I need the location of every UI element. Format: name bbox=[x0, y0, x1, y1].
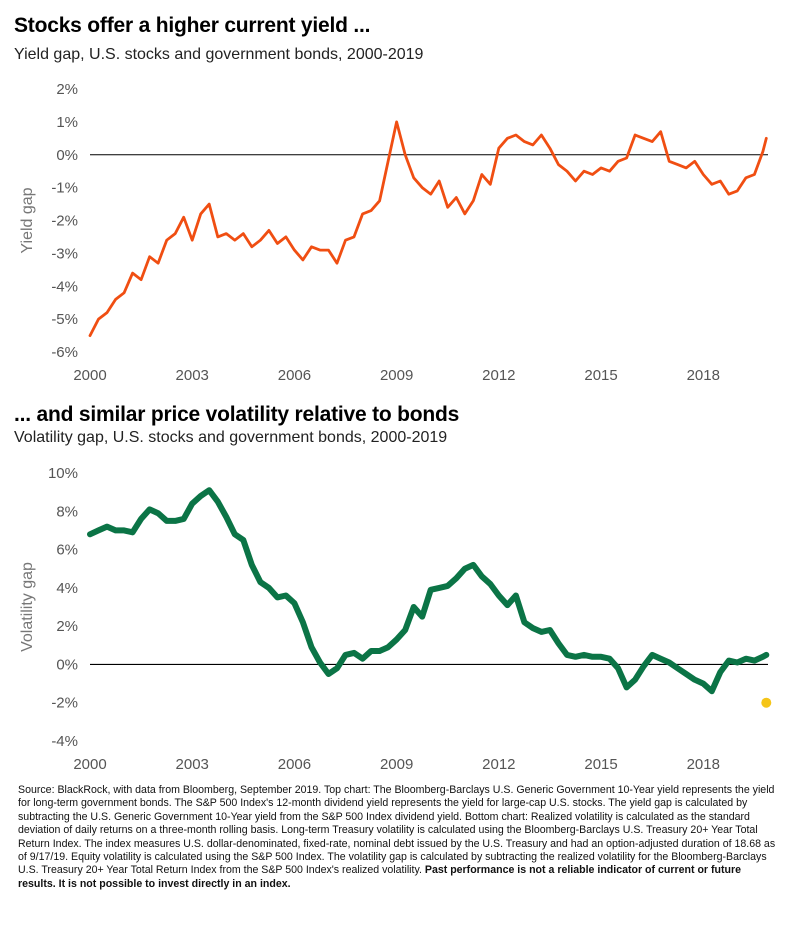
x-tick-label: 2012 bbox=[482, 756, 515, 773]
y-tick-label: 4% bbox=[56, 580, 78, 597]
x-tick-label: 2015 bbox=[584, 756, 617, 773]
disclaimer-text: Past performance is not a reliable indic… bbox=[18, 864, 741, 890]
chart2-title: ... and similar price volatility relativ… bbox=[14, 403, 460, 426]
y-tick-label: -3% bbox=[51, 245, 78, 262]
x-tick-label: 2009 bbox=[380, 367, 413, 384]
yield-gap-chart: 2% 1% 0% -1% -2% -3% -4% -5% -6% 2000 2003 2006 2009… bbox=[19, 81, 768, 384]
x-tick-label: 2000 bbox=[73, 367, 106, 384]
y-tick-label: -6% bbox=[51, 344, 78, 361]
y-tick-label: -4% bbox=[51, 278, 78, 295]
highlight-marker bbox=[761, 697, 772, 708]
x-tick-label: 2018 bbox=[687, 756, 720, 773]
y-tick-label: -2% bbox=[51, 213, 78, 230]
x-tick-label: 2006 bbox=[278, 756, 311, 773]
chart1-subtitle: Yield gap, U.S. stocks and government bo… bbox=[14, 46, 424, 63]
x-tick-label: 2006 bbox=[278, 367, 311, 384]
x-tick-label: 2009 bbox=[380, 756, 413, 773]
y-axis-label: Volatility gap bbox=[19, 562, 36, 652]
series-line bbox=[87, 487, 770, 695]
y-tick-label: -4% bbox=[51, 733, 78, 750]
x-tick-label: 2000 bbox=[73, 756, 106, 773]
x-tick-label: 2003 bbox=[176, 756, 209, 773]
y-axis-label: Yield gap bbox=[19, 187, 36, 253]
y-tick-label: 2% bbox=[56, 618, 78, 635]
x-tick-label: 2015 bbox=[584, 367, 617, 384]
x-tick-label: 2003 bbox=[176, 367, 209, 384]
y-tick-label: 0% bbox=[56, 147, 78, 164]
y-tick-label: 0% bbox=[56, 656, 78, 673]
y-tick-label: 1% bbox=[56, 114, 78, 131]
y-tick-label: 10% bbox=[48, 465, 78, 482]
y-tick-label: 8% bbox=[56, 503, 78, 520]
y-tick-label: 2% bbox=[56, 81, 78, 98]
x-tick-label: 2018 bbox=[687, 367, 720, 384]
series-line bbox=[88, 120, 768, 338]
y-tick-label: -2% bbox=[51, 695, 78, 712]
source-text: Source: BlackRock, with data from Bloomb… bbox=[18, 784, 776, 877]
x-tick-label: 2012 bbox=[482, 367, 515, 384]
chart2-subtitle: Volatility gap, U.S. stocks and governme… bbox=[14, 429, 448, 446]
volatility-gap-chart: 10% 8% 6% 4% 2% 0% -2% -4% 2000 2003 2006 2009 2012 2… bbox=[19, 465, 772, 773]
y-tick-label: 6% bbox=[56, 542, 78, 559]
y-tick-label: -1% bbox=[51, 180, 78, 197]
source-note: Source: BlackRock, with data from Bloomb… bbox=[18, 784, 780, 891]
chart1-title: Stocks offer a higher current yield ... bbox=[14, 14, 371, 37]
y-tick-label: -5% bbox=[51, 311, 78, 328]
